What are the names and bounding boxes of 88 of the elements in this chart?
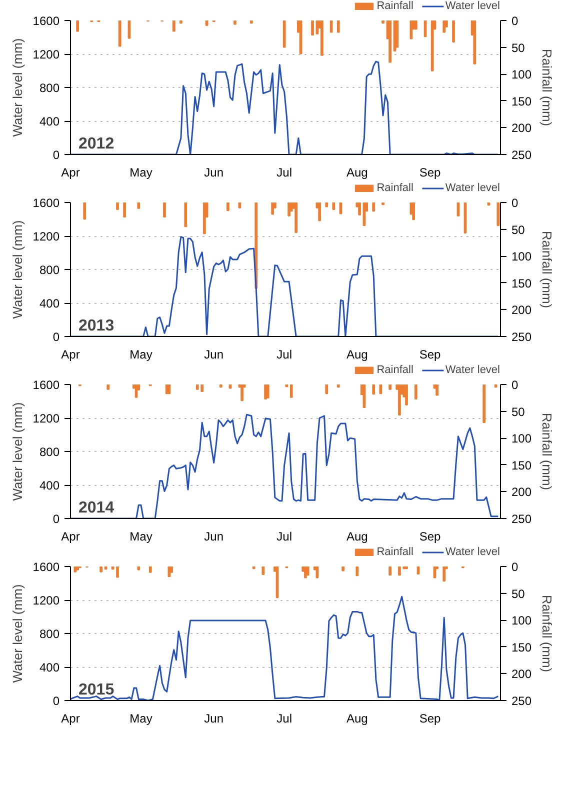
x-tick-label: Jun bbox=[204, 166, 224, 180]
y2-tick-label: 150 bbox=[512, 640, 532, 654]
x-tick-label: Jul bbox=[276, 348, 292, 362]
legend-label: Water level bbox=[445, 0, 500, 12]
y-tick-label: 1200 bbox=[32, 594, 60, 608]
y-tick-label: 800 bbox=[39, 627, 60, 641]
y2-tick-label: 200 bbox=[512, 303, 532, 318]
y2-tick-label: 250 bbox=[512, 148, 532, 162]
x-tick-label: Sep bbox=[419, 166, 442, 180]
y2-tick-label: 200 bbox=[512, 667, 532, 682]
y-axis-title: Water level (mm) bbox=[10, 402, 25, 501]
y-tick-label: 0 bbox=[52, 512, 60, 526]
y2-tick-label: 0 bbox=[512, 196, 518, 210]
legend-label: Rainfall bbox=[376, 364, 414, 376]
y2-tick-label: 0 bbox=[512, 14, 518, 28]
y-axis-title: Water level (mm) bbox=[10, 38, 25, 137]
y-tick-label: 400 bbox=[39, 660, 60, 674]
x-tick-label: May bbox=[130, 348, 152, 362]
y-tick-label: 0 bbox=[52, 330, 60, 344]
y-tick-label: 400 bbox=[39, 478, 60, 492]
y2-axis-title: Rainfall (mm) bbox=[540, 594, 555, 672]
y-tick-label: 400 bbox=[39, 296, 60, 310]
y2-tick-label: 200 bbox=[512, 121, 532, 136]
y2-tick-label: 200 bbox=[512, 485, 532, 500]
x-tick-label: May bbox=[130, 166, 152, 180]
y2-tick-label: 100 bbox=[512, 432, 532, 446]
y2-axis-title: Rainfall (mm) bbox=[540, 230, 555, 308]
y2-axis-title: Rainfall (mm) bbox=[540, 412, 555, 490]
legend-label: Rainfall bbox=[376, 182, 414, 194]
legend-label: Water level bbox=[445, 364, 500, 376]
y2-tick-label: 100 bbox=[512, 614, 532, 628]
legend-label: Water level bbox=[445, 546, 500, 558]
x-tick-label: Sep bbox=[419, 348, 442, 362]
y-tick-label: 800 bbox=[39, 445, 60, 459]
y2-tick-label: 150 bbox=[512, 276, 532, 290]
y-tick-label: 1600 bbox=[32, 560, 60, 574]
x-tick-label: Jul bbox=[276, 166, 292, 180]
y2-tick-label: 250 bbox=[512, 512, 532, 526]
y2-tick-label: 250 bbox=[512, 694, 532, 708]
y2-tick-label: 250 bbox=[512, 330, 532, 344]
x-tick-label: Aug bbox=[346, 530, 368, 544]
annotation: 2014 bbox=[78, 500, 114, 516]
x-tick-label: Jul bbox=[276, 530, 292, 544]
x-tick-label: Apr bbox=[61, 166, 80, 180]
y2-tick-label: 0 bbox=[512, 560, 518, 574]
x-tick-label: Sep bbox=[419, 530, 442, 544]
y-tick-label: 1200 bbox=[32, 48, 60, 62]
y2-axis-title: Rainfall (mm) bbox=[540, 48, 555, 126]
x-tick-label: Aug bbox=[346, 712, 368, 726]
x-tick-label: May bbox=[130, 712, 152, 726]
y-axis-title: Water level (mm) bbox=[10, 220, 25, 319]
y-tick-label: 1600 bbox=[32, 378, 60, 392]
y2-tick-label: 0 bbox=[512, 378, 518, 392]
y2-tick-label: 100 bbox=[512, 250, 532, 264]
y-tick-label: 800 bbox=[39, 81, 60, 95]
y2-tick-label: 50 bbox=[512, 40, 526, 55]
x-tick-label: Sep bbox=[419, 712, 442, 726]
y2-tick-label: 50 bbox=[512, 222, 526, 237]
y2-tick-label: 50 bbox=[512, 586, 526, 601]
x-tick-label: Apr bbox=[61, 348, 80, 362]
x-tick-label: Jun bbox=[204, 712, 224, 726]
x-tick-label: Jun bbox=[204, 530, 224, 544]
legend-label: Water level bbox=[445, 182, 500, 194]
x-tick-label: Aug bbox=[346, 166, 368, 180]
legend-label: Rainfall bbox=[376, 0, 414, 12]
y-tick-label: 1200 bbox=[32, 230, 60, 244]
y-tick-label: 400 bbox=[39, 114, 60, 128]
x-tick-label: May bbox=[130, 530, 152, 544]
x-tick-label: Jul bbox=[276, 712, 292, 726]
y2-tick-label: 150 bbox=[512, 94, 532, 108]
x-tick-label: Jun bbox=[204, 348, 224, 362]
y-tick-label: 0 bbox=[52, 148, 60, 162]
y-tick-label: 1600 bbox=[32, 196, 60, 210]
y2-tick-label: 150 bbox=[512, 458, 532, 472]
y-tick-label: 1600 bbox=[32, 14, 60, 28]
y2-tick-label: 50 bbox=[512, 404, 526, 419]
x-tick-label: Aug bbox=[346, 348, 368, 362]
y-tick-label: 1200 bbox=[32, 412, 60, 426]
x-tick-label: Apr bbox=[61, 530, 80, 544]
y-tick-label: 0 bbox=[52, 694, 60, 708]
annotation: 2015 bbox=[78, 682, 114, 698]
annotation: 2012 bbox=[78, 136, 114, 152]
y2-tick-label: 100 bbox=[512, 68, 532, 82]
legend-label: Rainfall bbox=[376, 546, 414, 558]
annotation: 2013 bbox=[78, 318, 114, 334]
y-axis-title: Water level (mm) bbox=[10, 584, 25, 683]
x-tick-label: Apr bbox=[61, 712, 80, 726]
y-tick-label: 800 bbox=[39, 263, 60, 277]
